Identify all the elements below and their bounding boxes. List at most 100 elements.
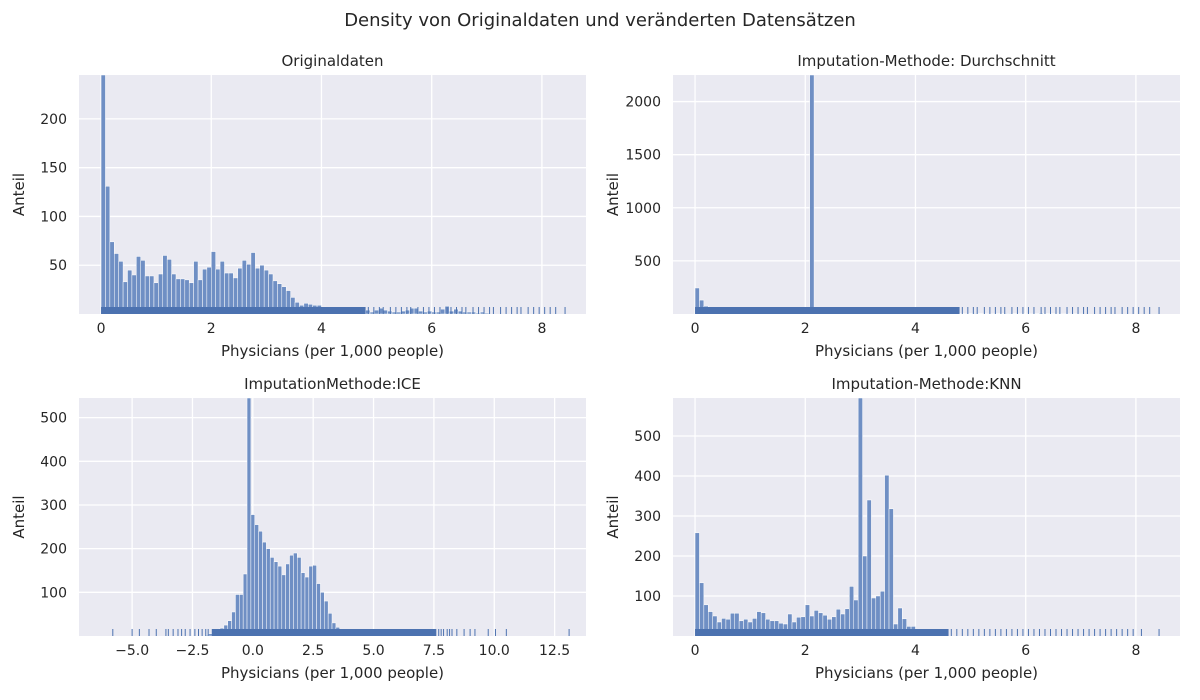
histogram-bar: [281, 574, 286, 637]
chart-panel-4: 0 2 4 6 8 100 200 300 400 500 Imputation-Methode:K…: [604, 375, 1180, 682]
histogram-bar: [297, 557, 302, 637]
histogram-bar: [109, 241, 115, 315]
histogram-bar: [266, 548, 271, 637]
plot-background: [673, 75, 1180, 314]
x-tick-label: 2.5: [302, 643, 324, 659]
x-tick-label: 2: [801, 321, 810, 337]
histogram-bar: [259, 264, 265, 315]
histogram-bar: [365, 309, 371, 315]
histogram-bar: [484, 312, 490, 315]
y-tick-label: 2000: [625, 95, 661, 111]
y-tick-label: 300: [40, 498, 67, 514]
y-tick-label: 200: [40, 112, 67, 128]
histogram-bar: [374, 309, 380, 315]
rug-band: [101, 307, 366, 314]
chart-panel-2: 0 2 4 6 8 500 1000 1500 2000 Imputation-Methode: …: [604, 52, 1180, 360]
histogram-bar: [269, 557, 275, 637]
histogram-bar: [418, 310, 424, 315]
histogram-bar: [105, 185, 111, 315]
histogram-bar: [382, 309, 388, 315]
histogram-bar: [888, 508, 894, 637]
histogram-bar: [162, 255, 168, 315]
histogram-bar: [866, 499, 872, 637]
histogram-bar: [396, 311, 402, 315]
histogram-bar: [304, 576, 310, 637]
plot-background: [79, 75, 586, 314]
histogram-bar: [427, 310, 432, 315]
histogram-bar: [466, 311, 472, 315]
histogram-bar: [809, 74, 815, 315]
histogram-bar: [118, 261, 124, 315]
y-tick-label: 500: [634, 429, 661, 445]
histogram-bar: [211, 251, 216, 315]
rug-band: [211, 629, 437, 636]
y-tick-label: 200: [634, 549, 661, 565]
histogram-bar: [100, 74, 106, 315]
y-tick-label: 1000: [625, 201, 661, 217]
histogram-bar: [475, 312, 481, 315]
y-tick-label: 1500: [625, 148, 661, 164]
x-axis-label: Physicians (per 1,000 people): [221, 664, 444, 682]
histogram-bar: [312, 565, 317, 637]
histogram-bar: [246, 397, 252, 637]
chart-title: Imputation-Methode: Durchschnitt: [797, 52, 1055, 70]
x-tick-label: 10.0: [479, 643, 510, 659]
histogram-bar: [250, 514, 256, 637]
figure-title: Density von Originaldaten und veränderte…: [344, 10, 856, 31]
histogram-bar: [262, 541, 267, 637]
x-tick-label: −5.0: [115, 643, 149, 659]
y-axis-label: Anteil: [10, 495, 28, 538]
chart-title: Originaldaten: [281, 52, 383, 70]
y-tick-label: 500: [634, 254, 661, 270]
histogram-bar: [285, 563, 290, 637]
histogram-bar: [316, 583, 321, 637]
chart-title: ImputationMethode:ICE: [244, 375, 421, 393]
histogram-bar: [699, 582, 705, 637]
y-tick-label: 400: [40, 454, 67, 470]
y-axis-label: Anteil: [604, 495, 622, 538]
histogram-bar: [387, 310, 393, 315]
histogram-bar: [208, 633, 213, 637]
rug-band: [695, 307, 960, 314]
histogram-bar: [449, 310, 454, 315]
x-tick-label: 0: [97, 321, 106, 337]
histogram-bar: [273, 561, 279, 637]
x-tick-label: 0: [691, 321, 700, 337]
histogram-bar: [857, 397, 863, 637]
histogram-bar: [258, 530, 263, 637]
x-tick-label: 0: [691, 643, 700, 659]
histogram-bar: [471, 311, 477, 315]
x-tick-label: 8: [537, 321, 546, 337]
chart-panel-1: 0 2 4 6 8 50 100 150 200 Originaldaten Physicians …: [10, 52, 586, 360]
y-tick-label: 100: [634, 589, 661, 605]
histogram-bar: [308, 565, 313, 637]
x-tick-label: 6: [1021, 321, 1030, 337]
x-tick-label: 6: [427, 321, 436, 337]
x-axis-label: Physicians (per 1,000 people): [221, 342, 444, 360]
histogram-bar: [166, 259, 172, 315]
y-tick-label: 150: [40, 161, 67, 177]
histogram-bar: [1034, 313, 1040, 315]
chart-title: Imputation-Methode:KNN: [831, 375, 1021, 393]
x-tick-label: 6: [1021, 643, 1030, 659]
x-axis-label: Physicians (per 1,000 people): [815, 342, 1038, 360]
x-tick-label: 4: [317, 321, 326, 337]
histogram-bar: [140, 260, 146, 315]
histogram-bar: [289, 554, 294, 637]
histogram-bar: [862, 555, 868, 637]
histogram-bar: [250, 252, 256, 315]
histogram-bar: [440, 308, 446, 315]
x-tick-label: 4: [911, 321, 920, 337]
histogram-bar: [241, 260, 247, 315]
histogram-bar: [193, 261, 199, 315]
histogram-bar: [219, 261, 225, 315]
histogram-bar: [694, 532, 700, 637]
chart-panel-3: −5.0 −2.5 0.0 2.5 5.0 7.5 10.0 12.5 100 200 300 400…: [10, 375, 586, 682]
x-tick-label: 2: [801, 643, 810, 659]
x-tick-label: 4: [911, 643, 920, 659]
y-tick-label: 50: [49, 258, 67, 274]
x-tick-label: 8: [1131, 321, 1140, 337]
plot-background: [673, 398, 1180, 636]
y-tick-label: 500: [40, 411, 67, 427]
